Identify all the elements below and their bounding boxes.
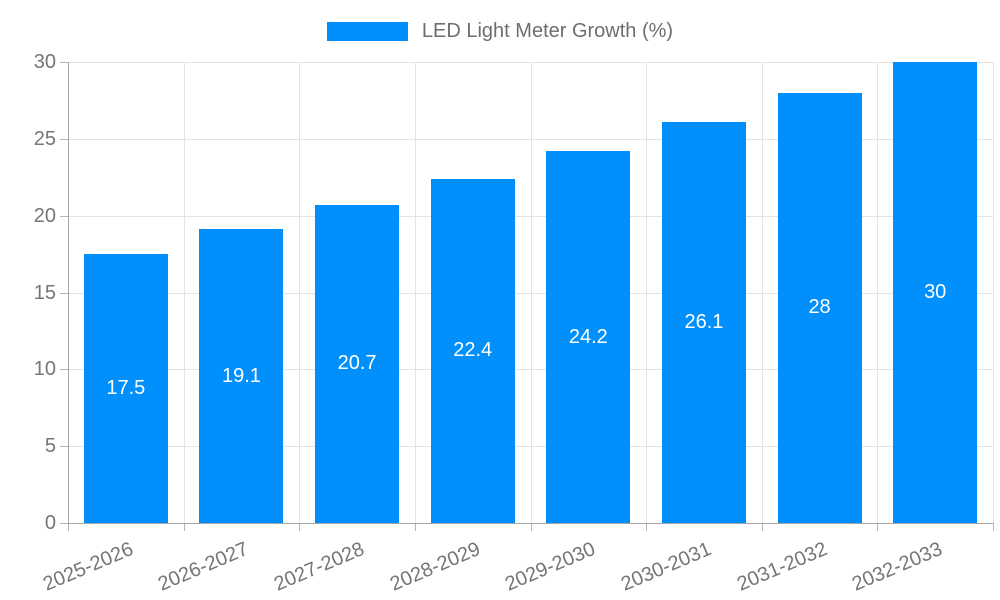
x-axis-tick [761, 523, 763, 531]
x-axis-tick [646, 523, 648, 531]
y-axis-tick [60, 523, 68, 524]
y-axis-line [68, 62, 69, 523]
x-axis-tick [993, 523, 994, 531]
bar-value-label: 22.4 [453, 339, 493, 362]
y-axis-tick [60, 138, 68, 140]
y-tick-label: 30 [33, 51, 56, 73]
x-axis-tick [299, 523, 301, 531]
bar[interactable]: 19.1 [199, 229, 284, 523]
y-axis-tick [60, 446, 68, 448]
y-tick-label: 5 [44, 435, 56, 458]
y-tick-label: 15 [33, 281, 56, 304]
gridline [299, 62, 301, 523]
bar[interactable]: 24.2 [546, 151, 631, 523]
bar-value-label: 28 [808, 296, 831, 319]
x-tick-label: 2027-2028 [271, 538, 368, 596]
gridline [877, 62, 879, 523]
legend-label: LED Light Meter Growth (%) [421, 20, 674, 42]
gridline [183, 62, 185, 523]
bar-value-label: 17.5 [106, 377, 146, 400]
x-tick-label: 2032-2033 [849, 538, 946, 596]
gridline [993, 62, 994, 523]
x-tick-label: 2030-2031 [617, 538, 715, 596]
bar[interactable]: 20.7 [315, 204, 400, 523]
gridline [761, 62, 763, 523]
bar-value-label: 24.2 [568, 325, 608, 348]
legend[interactable]: LED Light Meter Growth (%) [0, 20, 1000, 43]
bar[interactable]: 26.1 [661, 121, 746, 523]
y-tick-label: 0 [44, 512, 56, 534]
gridline [414, 62, 416, 523]
bar-value-label: 20.7 [337, 352, 377, 375]
x-axis-tick [530, 523, 532, 531]
legend-swatch-icon [326, 22, 408, 41]
x-axis-line [68, 523, 993, 524]
y-tick-label: 25 [33, 127, 56, 150]
y-axis-tick [60, 369, 68, 371]
bar[interactable]: 17.5 [83, 254, 168, 523]
gridline [646, 62, 648, 523]
bar-value-label: 19.1 [221, 364, 261, 387]
bar[interactable]: 28 [777, 92, 862, 523]
y-axis-tick [60, 292, 68, 294]
x-axis-tick [183, 523, 185, 531]
bar-value-label: 26.1 [684, 310, 724, 333]
y-tick-label: 10 [33, 358, 56, 381]
x-axis-tick [68, 523, 69, 531]
x-axis-tick [414, 523, 416, 531]
bar-value-label: 30 [924, 281, 947, 303]
y-tick-label: 20 [33, 204, 56, 227]
y-axis-tick [60, 62, 68, 63]
gridline [530, 62, 532, 523]
y-axis-tick [60, 215, 68, 217]
x-axis-tick [877, 523, 879, 531]
bar[interactable]: 30 [893, 62, 978, 523]
bar[interactable]: 22.4 [430, 178, 515, 523]
